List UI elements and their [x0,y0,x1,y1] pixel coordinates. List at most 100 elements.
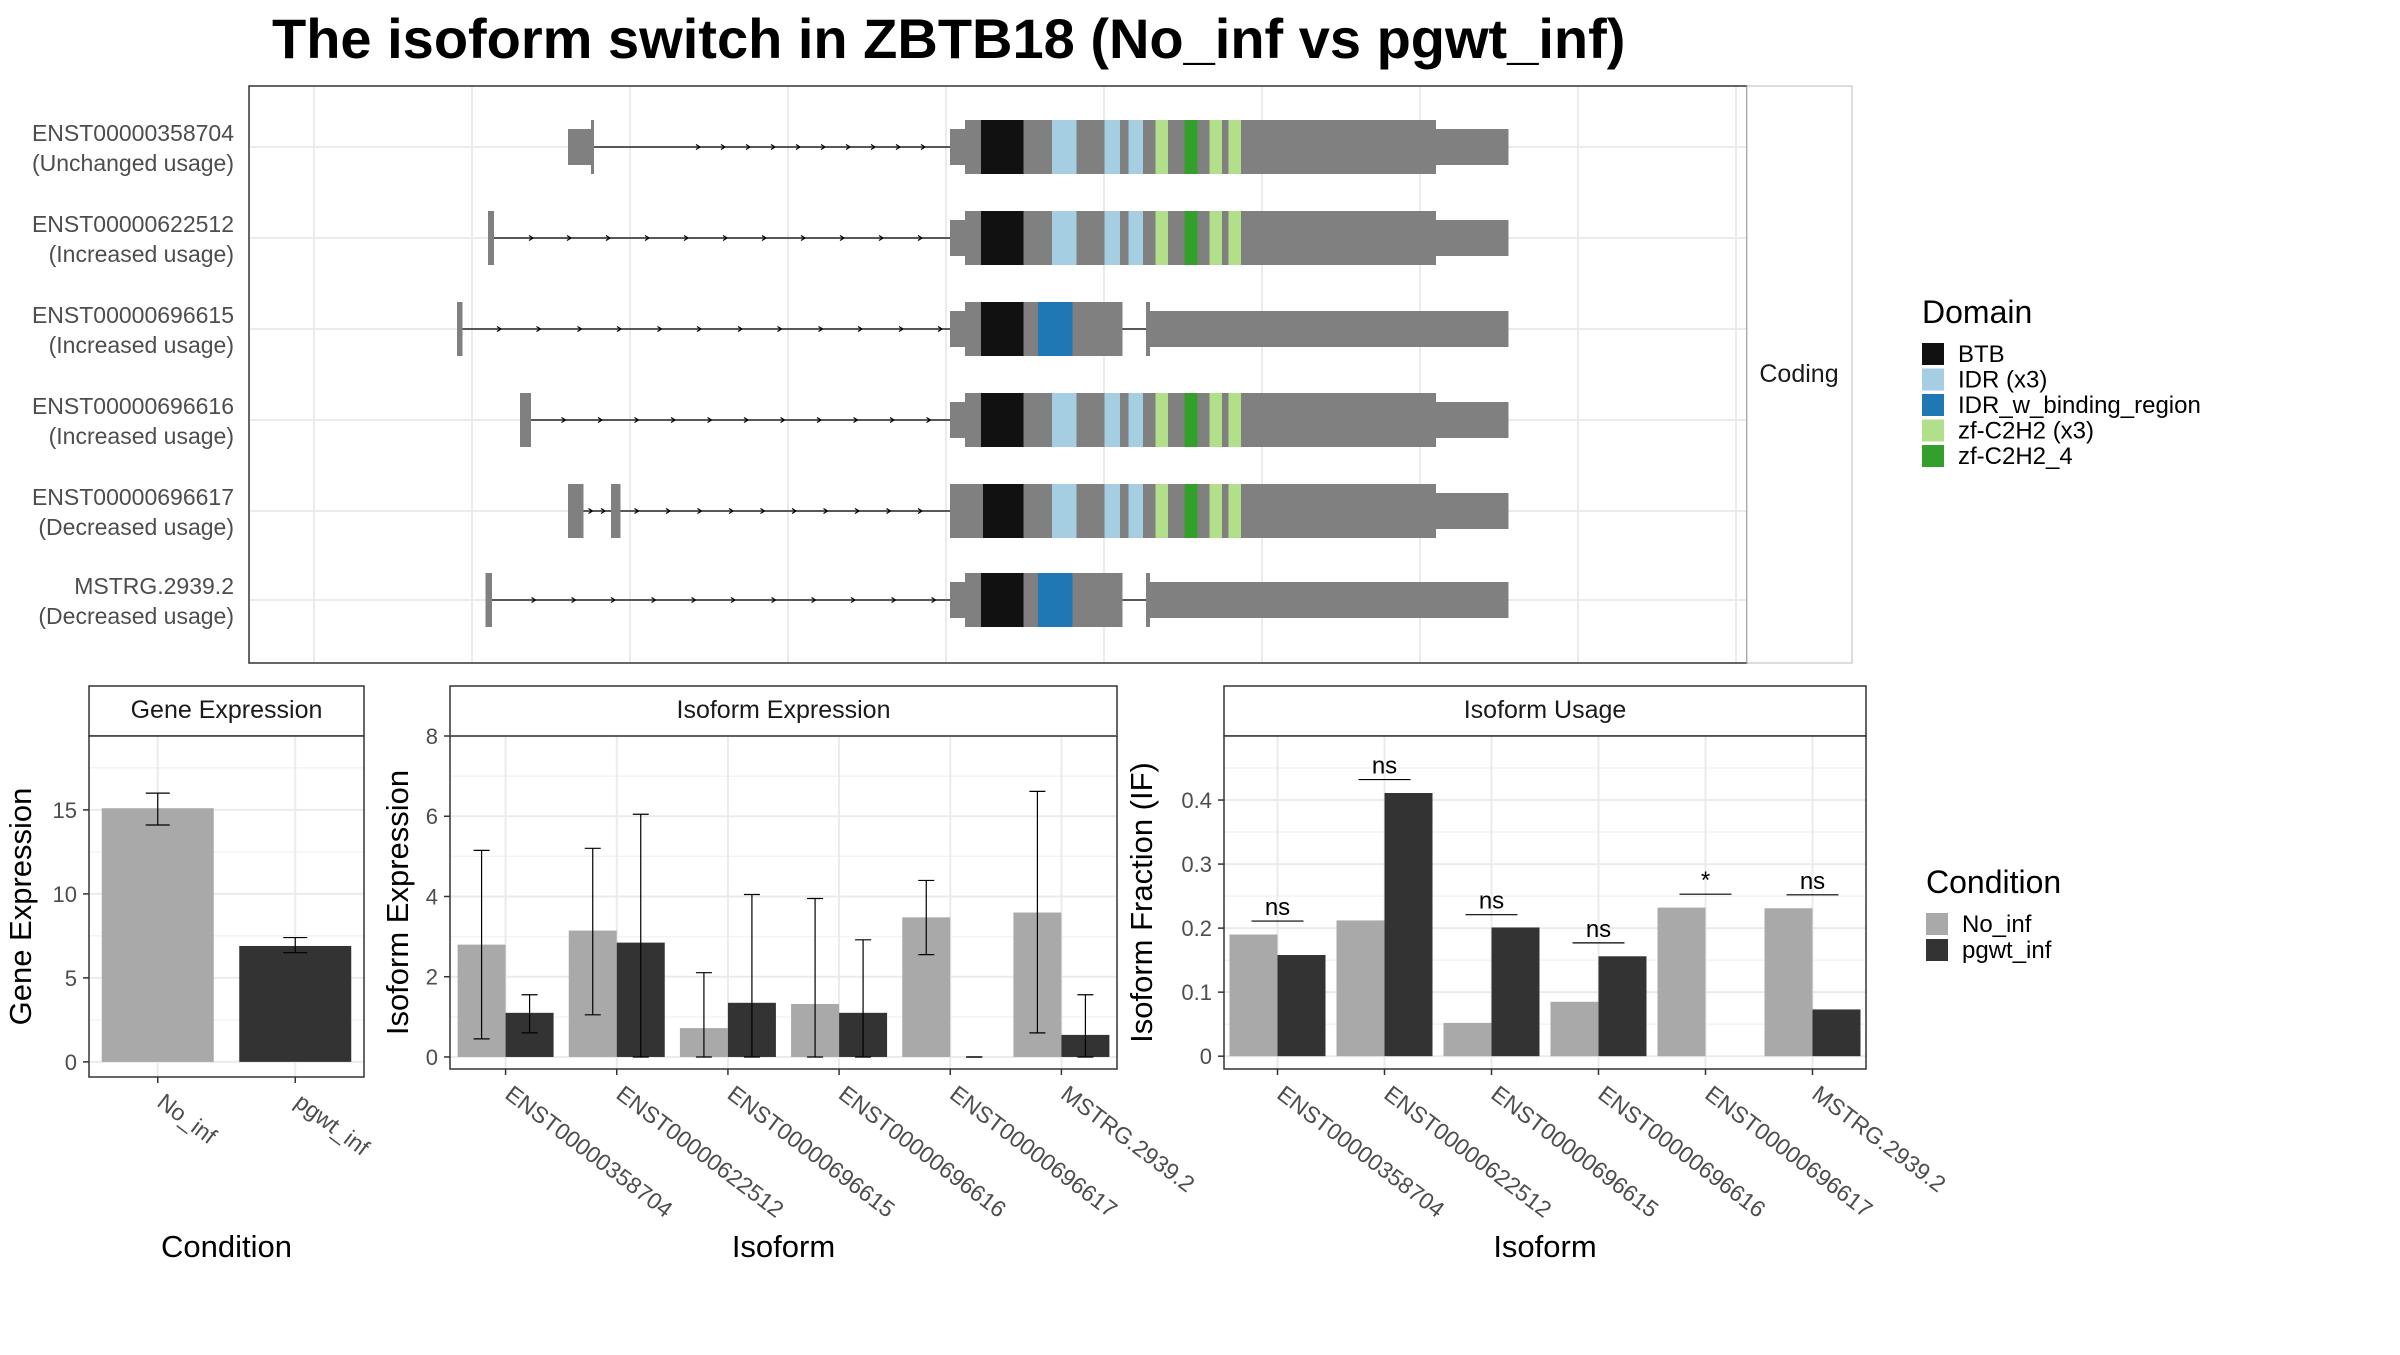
protein-domain-block [1052,484,1077,538]
isoform-usage-label: (Increased usage) [49,241,234,267]
condition-legend-swatch [1926,939,1948,961]
chart-panel-border [449,735,1118,1070]
chart-title: Isoform Usage [1464,696,1627,724]
intron-direction-arrow [691,596,697,604]
structure-panel-border [248,85,1748,664]
intron-direction-arrow [854,507,861,515]
chart-plot-area [1224,736,1866,1069]
intron-direction-arrow [823,507,829,515]
intron-direction-arrow [670,416,677,424]
protein-domain-block [1038,302,1073,356]
x-axis-title: Isoform [1493,1229,1596,1264]
intron-direction-arrow [795,143,802,151]
x-tick-label: No_inf [153,1088,222,1149]
isoform-usage-label: (Decreased usage) [38,603,234,629]
intron-direction-arrow [898,325,905,333]
coding-exon [1146,302,1150,356]
significance-label: ns [1800,868,1825,895]
coding-exon [485,573,492,627]
intron-direction-arrow [745,143,752,151]
protein-domain-block [1128,120,1143,174]
intron-direction-arrow [820,143,827,151]
intron-direction-arrow [760,507,766,515]
protein-domain-block [1228,120,1241,174]
intron-direction-arrow [780,416,786,424]
intron-direction-arrow [777,325,783,333]
isoform-id-label: ENST00000358704 [32,120,234,146]
intron-direction-arrow [853,416,859,424]
protein-domain-block [1209,120,1222,174]
condition-legend-label: No_inf [1962,911,2032,938]
protein-domain-block [1128,484,1143,538]
intron-direction-arrow [770,143,777,151]
y-tick-label: 0 [426,1045,438,1070]
protein-domain-block [1228,393,1241,447]
intron-direction-arrow [528,234,535,242]
protein-domain-block [1209,393,1222,447]
intron-direction-arrow [878,234,885,242]
intron-direction-arrow [571,596,577,604]
utr-exon [1436,220,1509,256]
intron-direction-arrow [818,325,824,333]
utr-exon [1436,402,1509,438]
protein-domain-block [1104,393,1120,447]
isoform-id-label: ENST00000696615 [32,302,234,328]
intron-direction-arrow [730,596,737,604]
protein-domain-block [981,211,1024,265]
intron-direction-arrow [695,143,702,151]
intron-direction-arrow [771,596,777,604]
significance-label: ns [1372,753,1397,780]
domain-legend-swatch [1922,445,1944,467]
protein-domain-block [1052,393,1077,447]
intron-direction-arrow [811,596,817,604]
data-bar [1384,792,1433,1057]
protein-domain-block [1155,484,1168,538]
intron-direction-arrow [800,234,807,242]
intron-direction-arrow [610,596,617,604]
protein-domain-block [1228,484,1241,538]
protein-domain-block [1128,393,1143,447]
utr-exon [950,220,965,256]
x-axis-title: Condition [161,1229,292,1264]
protein-domain-block [1155,211,1168,265]
utr-exon [950,129,965,165]
x-axis-title: Isoform [732,1229,835,1264]
isoform-structure-panel: ENST00000358704 (Unchanged usage) ENST0000… [32,85,1853,664]
intron-direction-arrow [536,325,542,333]
intron-direction-arrow [839,234,846,242]
data-bar [101,808,214,1062]
isoform-usage-label: (Increased usage) [49,423,234,449]
intron-direction-arrow [891,596,897,604]
protein-domain-block [1184,211,1198,265]
coding-exon [1146,573,1150,627]
data-bar [1598,956,1647,1057]
intron-direction-arrow [917,507,924,515]
intron-direction-arrow [566,234,573,242]
utr-exon [950,402,965,438]
y-tick-label: 0.4 [1181,788,1212,813]
x-tick-label: pgwt_inf [290,1088,375,1161]
intron-direction-arrow [644,234,651,242]
intron-direction-arrow [600,507,607,515]
intron-direction-arrow [743,416,750,424]
isoform-usage-label: (Decreased usage) [38,514,234,540]
protein-domain-block [1184,393,1198,447]
y-tick-label: 6 [426,804,438,829]
condition-legend-title: Condition [1926,864,2061,900]
chart-title-strip [1223,685,1867,737]
intron-direction-arrow [616,325,623,333]
intron-direction-arrow [728,507,735,515]
domain-legend-swatch [1922,368,1944,391]
intron-direction-arrow [886,507,892,515]
domain-legend-label: zf-C2H2 (x3) [1958,418,2094,445]
protein-domain-block [1155,393,1168,447]
coding-exon [965,393,1436,447]
y-tick-label: 0.2 [1181,916,1212,941]
domain-legend-label: IDR_w_binding_region [1958,392,2201,419]
data-bar [1812,1009,1861,1057]
protein-domain-block [1209,484,1222,538]
